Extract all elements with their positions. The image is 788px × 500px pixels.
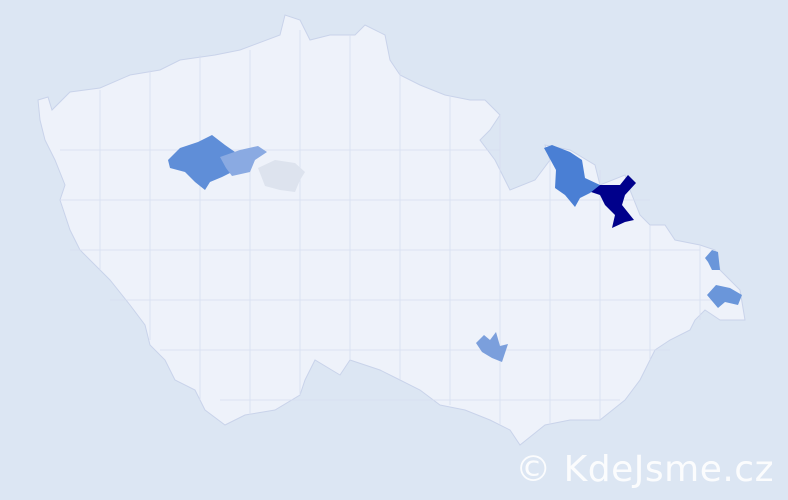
region-highlight-8[interactable] bbox=[707, 285, 742, 308]
region-highlight-1[interactable] bbox=[585, 175, 636, 228]
region-highlight-5[interactable] bbox=[258, 160, 305, 192]
region-highlight-3[interactable] bbox=[168, 135, 235, 190]
country-outline bbox=[37, 14, 746, 446]
region-highlight-2[interactable] bbox=[544, 145, 600, 207]
region-highlight-7[interactable] bbox=[705, 250, 720, 270]
region-highlight-6[interactable] bbox=[476, 332, 508, 362]
region-highlight-4[interactable] bbox=[220, 146, 267, 176]
district-grid bbox=[60, 30, 740, 425]
watermark: © KdeJsme.cz bbox=[515, 449, 774, 490]
